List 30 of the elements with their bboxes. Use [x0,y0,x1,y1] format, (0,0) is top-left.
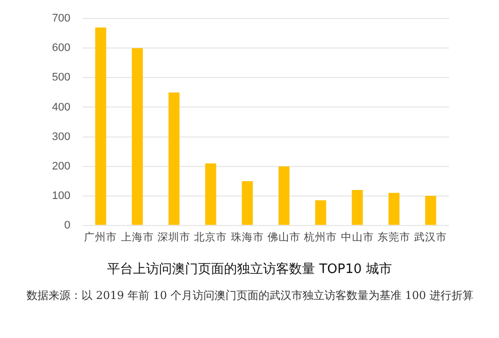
y-tick-label: 300 [52,130,70,143]
bar [278,166,290,225]
bar [205,163,216,225]
bar [352,190,363,225]
x-tick-label: 深圳市 [158,230,191,244]
x-tick-label: 东莞市 [378,230,411,244]
y-tick-label: 500 [52,72,70,84]
bar [315,200,326,225]
x-tick-label: 武汉市 [414,230,448,244]
x-tick-label: 中山市 [340,230,374,244]
text: 平台上访问澳门页面的独立访客数量 TOP10 城市 [106,261,393,278]
y-tick-label: 0 [64,219,70,232]
bar [425,196,436,225]
y-tick-label: 100 [52,190,70,202]
bar [95,27,106,225]
x-tick-label: 上海市 [120,230,154,244]
y-tick-label: 200 [52,160,70,172]
bar [132,48,143,225]
x-tick-label: 珠海市 [230,230,264,244]
bar [242,181,253,225]
x-tick-label: 杭州市 [303,230,338,244]
y-tick-label: 600 [52,42,70,54]
x-tick-label: 广州市 [84,230,118,244]
y-tick-label: 400 [52,101,70,114]
bar [168,92,180,225]
source-note: 数据来源：以 2019 年前 10 个月访问澳门页面的武汉市独立访客数量为基准 100 进行折算 [26,288,474,303]
bar [388,192,400,225]
x-tick-label: 北京市 [194,230,228,244]
y-tick-label: 700 [52,12,70,25]
x-tick-label: 佛山市 [268,230,301,244]
